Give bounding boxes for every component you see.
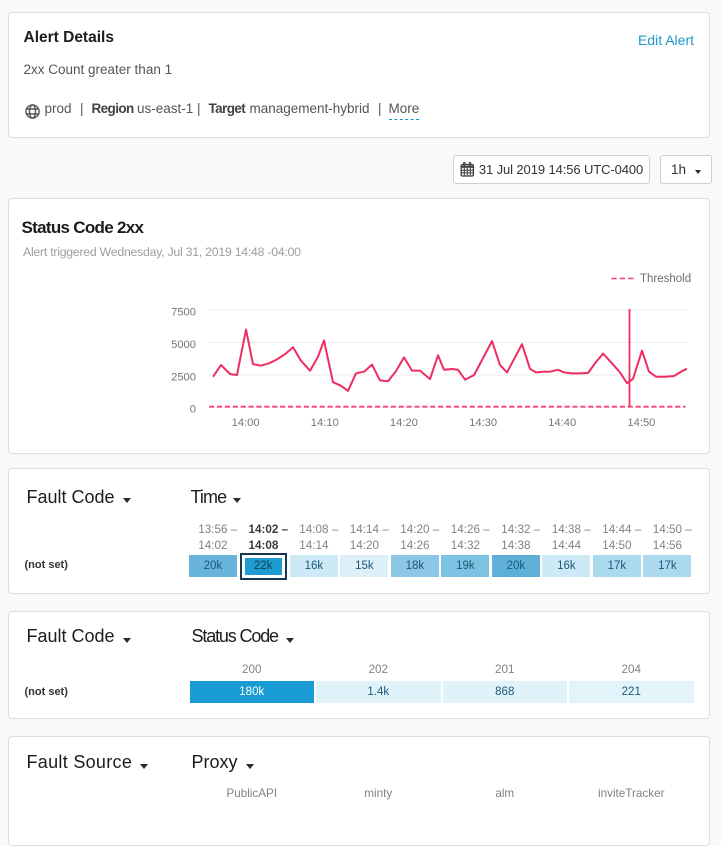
svg-text:14:10: 14:10 <box>311 417 339 429</box>
svg-text:14:40: 14:40 <box>548 417 576 429</box>
svg-text:7500: 7500 <box>171 307 196 319</box>
svg-text:14:50: 14:50 <box>627 417 655 429</box>
svg-text:14:20: 14:20 <box>390 417 418 429</box>
svg-text:Threshold: Threshold <box>640 273 691 285</box>
svg-text:14:30: 14:30 <box>469 417 497 429</box>
svg-text:0: 0 <box>190 404 196 416</box>
svg-text:2500: 2500 <box>171 372 196 384</box>
svg-text:5000: 5000 <box>171 339 196 351</box>
svg-text:14:00: 14:00 <box>232 417 260 429</box>
